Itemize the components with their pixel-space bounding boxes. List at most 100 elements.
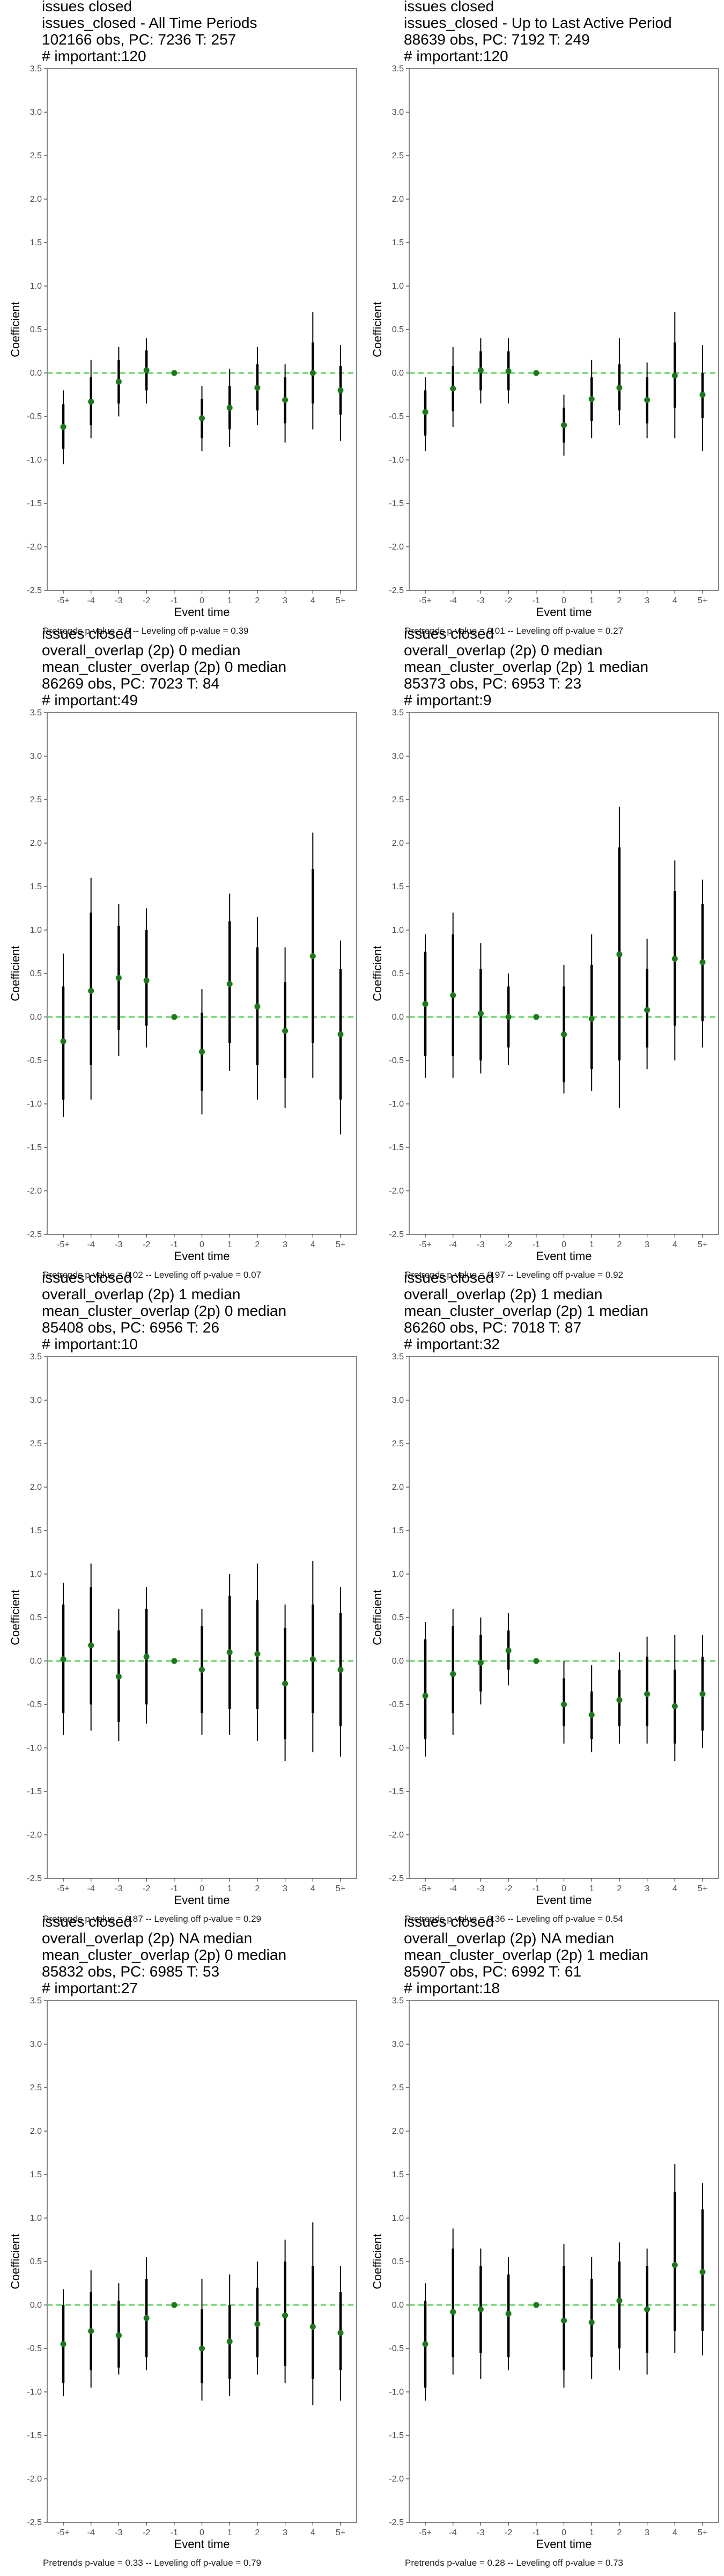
data-point xyxy=(171,1014,178,1020)
x-tick-label: 3 xyxy=(645,1240,649,1249)
y-tick-label: 0.0 xyxy=(392,1657,404,1666)
plot-frame xyxy=(47,68,357,591)
x-axis-title: Event time xyxy=(536,1893,592,1907)
data-point xyxy=(115,2332,122,2339)
chart-title-line: # important:9 xyxy=(404,692,492,708)
data-point xyxy=(561,422,567,428)
y-tick-label: -0.5 xyxy=(27,1700,42,1709)
data-point xyxy=(699,392,706,398)
x-tick-label: -5+ xyxy=(419,1884,432,1893)
x-axis-title: Event time xyxy=(536,1249,592,1263)
x-tick-label: 0 xyxy=(200,2528,204,2537)
x-tick-label: 3 xyxy=(645,596,649,605)
chart-title-line: issues closed xyxy=(404,0,494,14)
data-point xyxy=(588,1711,595,1718)
y-tick-label: 3.0 xyxy=(30,108,42,117)
x-tick-label: 0 xyxy=(562,2528,566,2537)
x-tick-label: -1 xyxy=(171,1240,178,1249)
data-point xyxy=(561,1031,567,1037)
y-tick-label: 0.5 xyxy=(30,2257,42,2266)
y-tick-label: -2.5 xyxy=(389,2518,404,2527)
y-tick-label: 0.5 xyxy=(30,969,42,978)
x-axis-title: Event time xyxy=(174,2537,230,2551)
y-tick-label: -2.0 xyxy=(389,2475,404,2484)
y-tick-label: 0.5 xyxy=(30,1613,42,1622)
data-point xyxy=(616,951,623,957)
y-tick-label: 3.0 xyxy=(30,2040,42,2049)
y-axis-title: Coefficient xyxy=(9,946,22,1001)
y-tick-label: -1.0 xyxy=(389,456,404,465)
x-axis-title: Event time xyxy=(174,1893,230,1907)
y-tick-label: 2.0 xyxy=(392,195,404,204)
chart-title: issues closed issues_closed - All Time Pe… xyxy=(42,0,257,64)
x-tick-label: -5+ xyxy=(57,2528,70,2537)
chart-panel: issues closed overall_overlap (2p) 1 medi… xyxy=(0,1269,362,1932)
chart-title-line: mean_cluster_overlap (2p) 1 median xyxy=(404,1946,649,1963)
data-point xyxy=(282,397,289,403)
chart-title-line: 85373 obs, PC: 6953 T: 23 xyxy=(404,675,582,692)
p-value-footer: Pretrends p-value = 0 -- Leveling off p-… xyxy=(43,626,249,636)
y-tick-label: -1.0 xyxy=(27,456,42,465)
data-point xyxy=(143,1653,150,1660)
y-tick-label: -2.0 xyxy=(389,543,404,552)
data-point xyxy=(477,1659,484,1666)
x-tick-label: -5+ xyxy=(57,1884,70,1893)
chart-title-line: # important:27 xyxy=(42,1980,138,1996)
y-tick-label: -2.0 xyxy=(27,543,42,552)
chart-title-line: issues closed xyxy=(42,0,132,14)
x-tick-label: -2 xyxy=(505,2528,512,2537)
y-tick-label: 3.5 xyxy=(30,1352,42,1362)
data-point xyxy=(671,955,678,962)
y-tick-label: 1.5 xyxy=(392,2170,404,2179)
data-point xyxy=(450,2309,456,2315)
data-point xyxy=(226,2338,233,2345)
y-tick-label: 0.0 xyxy=(392,369,404,378)
data-point xyxy=(199,1666,205,1673)
data-point xyxy=(671,1703,678,1709)
data-point xyxy=(226,1649,233,1656)
y-tick-label: 2.5 xyxy=(392,2083,404,2092)
p-value-footer: Pretrends p-value = 0.01 -- Leveling off… xyxy=(405,626,623,636)
chart-title-line: mean_cluster_overlap (2p) 0 median xyxy=(42,1946,287,1963)
y-tick-label: -1.5 xyxy=(27,1143,42,1152)
chart-title: issues closed overall_overlap (2p) 1 medi… xyxy=(42,1269,286,1352)
y-tick-label: -0.5 xyxy=(389,2344,404,2353)
data-point xyxy=(88,2328,94,2334)
data-point xyxy=(422,1693,429,1699)
x-tick-label: 5+ xyxy=(698,596,707,605)
x-tick-label: 0 xyxy=(562,1884,566,1893)
y-tick-label: 3.5 xyxy=(392,1352,404,1362)
y-tick-label: -1.5 xyxy=(27,2431,42,2440)
y-tick-label: 3.5 xyxy=(392,708,404,718)
x-axis-title: Event time xyxy=(174,1249,230,1263)
chart-title-line: overall_overlap (2p) 1 median xyxy=(42,1286,241,1302)
y-tick-label: 1.0 xyxy=(392,2214,404,2223)
x-tick-label: -1 xyxy=(171,596,178,605)
x-tick-label: -2 xyxy=(505,1884,512,1893)
x-tick-label: 1 xyxy=(589,596,594,605)
y-tick-label: 1.0 xyxy=(392,282,404,291)
plot-frame xyxy=(409,68,719,591)
y-tick-label: 0.5 xyxy=(30,325,42,334)
chart-title-line: overall_overlap (2p) 0 median xyxy=(42,642,241,658)
data-point xyxy=(254,1004,261,1010)
y-tick-label: 1.5 xyxy=(30,238,42,247)
data-point xyxy=(254,385,261,391)
x-tick-label: -3 xyxy=(477,2528,484,2537)
x-tick-label: -5+ xyxy=(57,1240,70,1249)
x-tick-label: 5+ xyxy=(336,596,345,605)
y-tick-label: 2.5 xyxy=(30,2083,42,2092)
data-point xyxy=(254,1651,261,1657)
chart-plot: 3.5 3.0 2.5 2.0 1.5 1.0 0.5 0.0 -0.5 -1.0 -1.5 -2.0… xyxy=(371,1352,719,1907)
x-tick-label: -1 xyxy=(533,2528,540,2537)
data-point xyxy=(309,1656,316,1663)
x-tick-label: -2 xyxy=(143,596,150,605)
y-tick-label: 3.5 xyxy=(392,64,404,74)
plot-frame xyxy=(409,1356,719,1879)
data-point xyxy=(450,385,456,392)
data-point xyxy=(171,370,178,376)
chart-title-line: mean_cluster_overlap (2p) 1 median xyxy=(404,658,649,675)
chart-title-line: issues_closed - Up to Last Active Period xyxy=(404,14,672,31)
y-tick-label: 2.5 xyxy=(30,1439,42,1448)
y-tick-label: -0.5 xyxy=(389,1056,404,1065)
